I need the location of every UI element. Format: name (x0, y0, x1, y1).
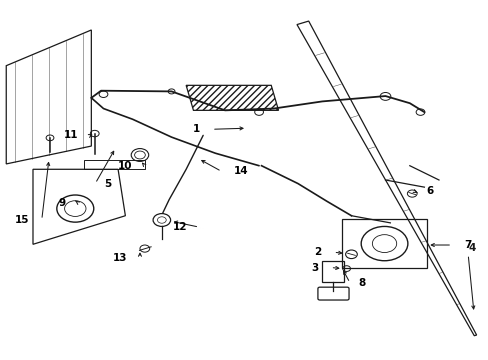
Text: 8: 8 (358, 278, 365, 288)
Text: 6: 6 (426, 186, 433, 197)
Text: 9: 9 (59, 198, 65, 207)
Text: 2: 2 (313, 247, 321, 257)
Text: 11: 11 (63, 130, 78, 140)
Text: 1: 1 (192, 124, 200, 134)
Polygon shape (186, 85, 278, 111)
Text: 15: 15 (15, 215, 30, 225)
Text: 14: 14 (233, 166, 248, 176)
Text: 4: 4 (467, 243, 474, 253)
Text: 7: 7 (463, 240, 471, 250)
Text: 3: 3 (310, 262, 318, 273)
Text: 13: 13 (113, 253, 127, 263)
Text: 5: 5 (103, 179, 111, 189)
Text: 12: 12 (172, 222, 187, 232)
Text: 10: 10 (118, 161, 132, 171)
